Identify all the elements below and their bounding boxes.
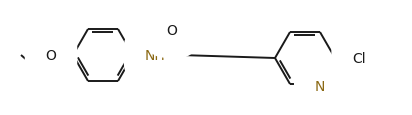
Text: Cl: Cl bbox=[352, 52, 366, 65]
Text: O: O bbox=[166, 24, 178, 38]
Text: O: O bbox=[46, 49, 56, 62]
Text: NH: NH bbox=[145, 49, 165, 62]
Text: N: N bbox=[315, 79, 325, 93]
